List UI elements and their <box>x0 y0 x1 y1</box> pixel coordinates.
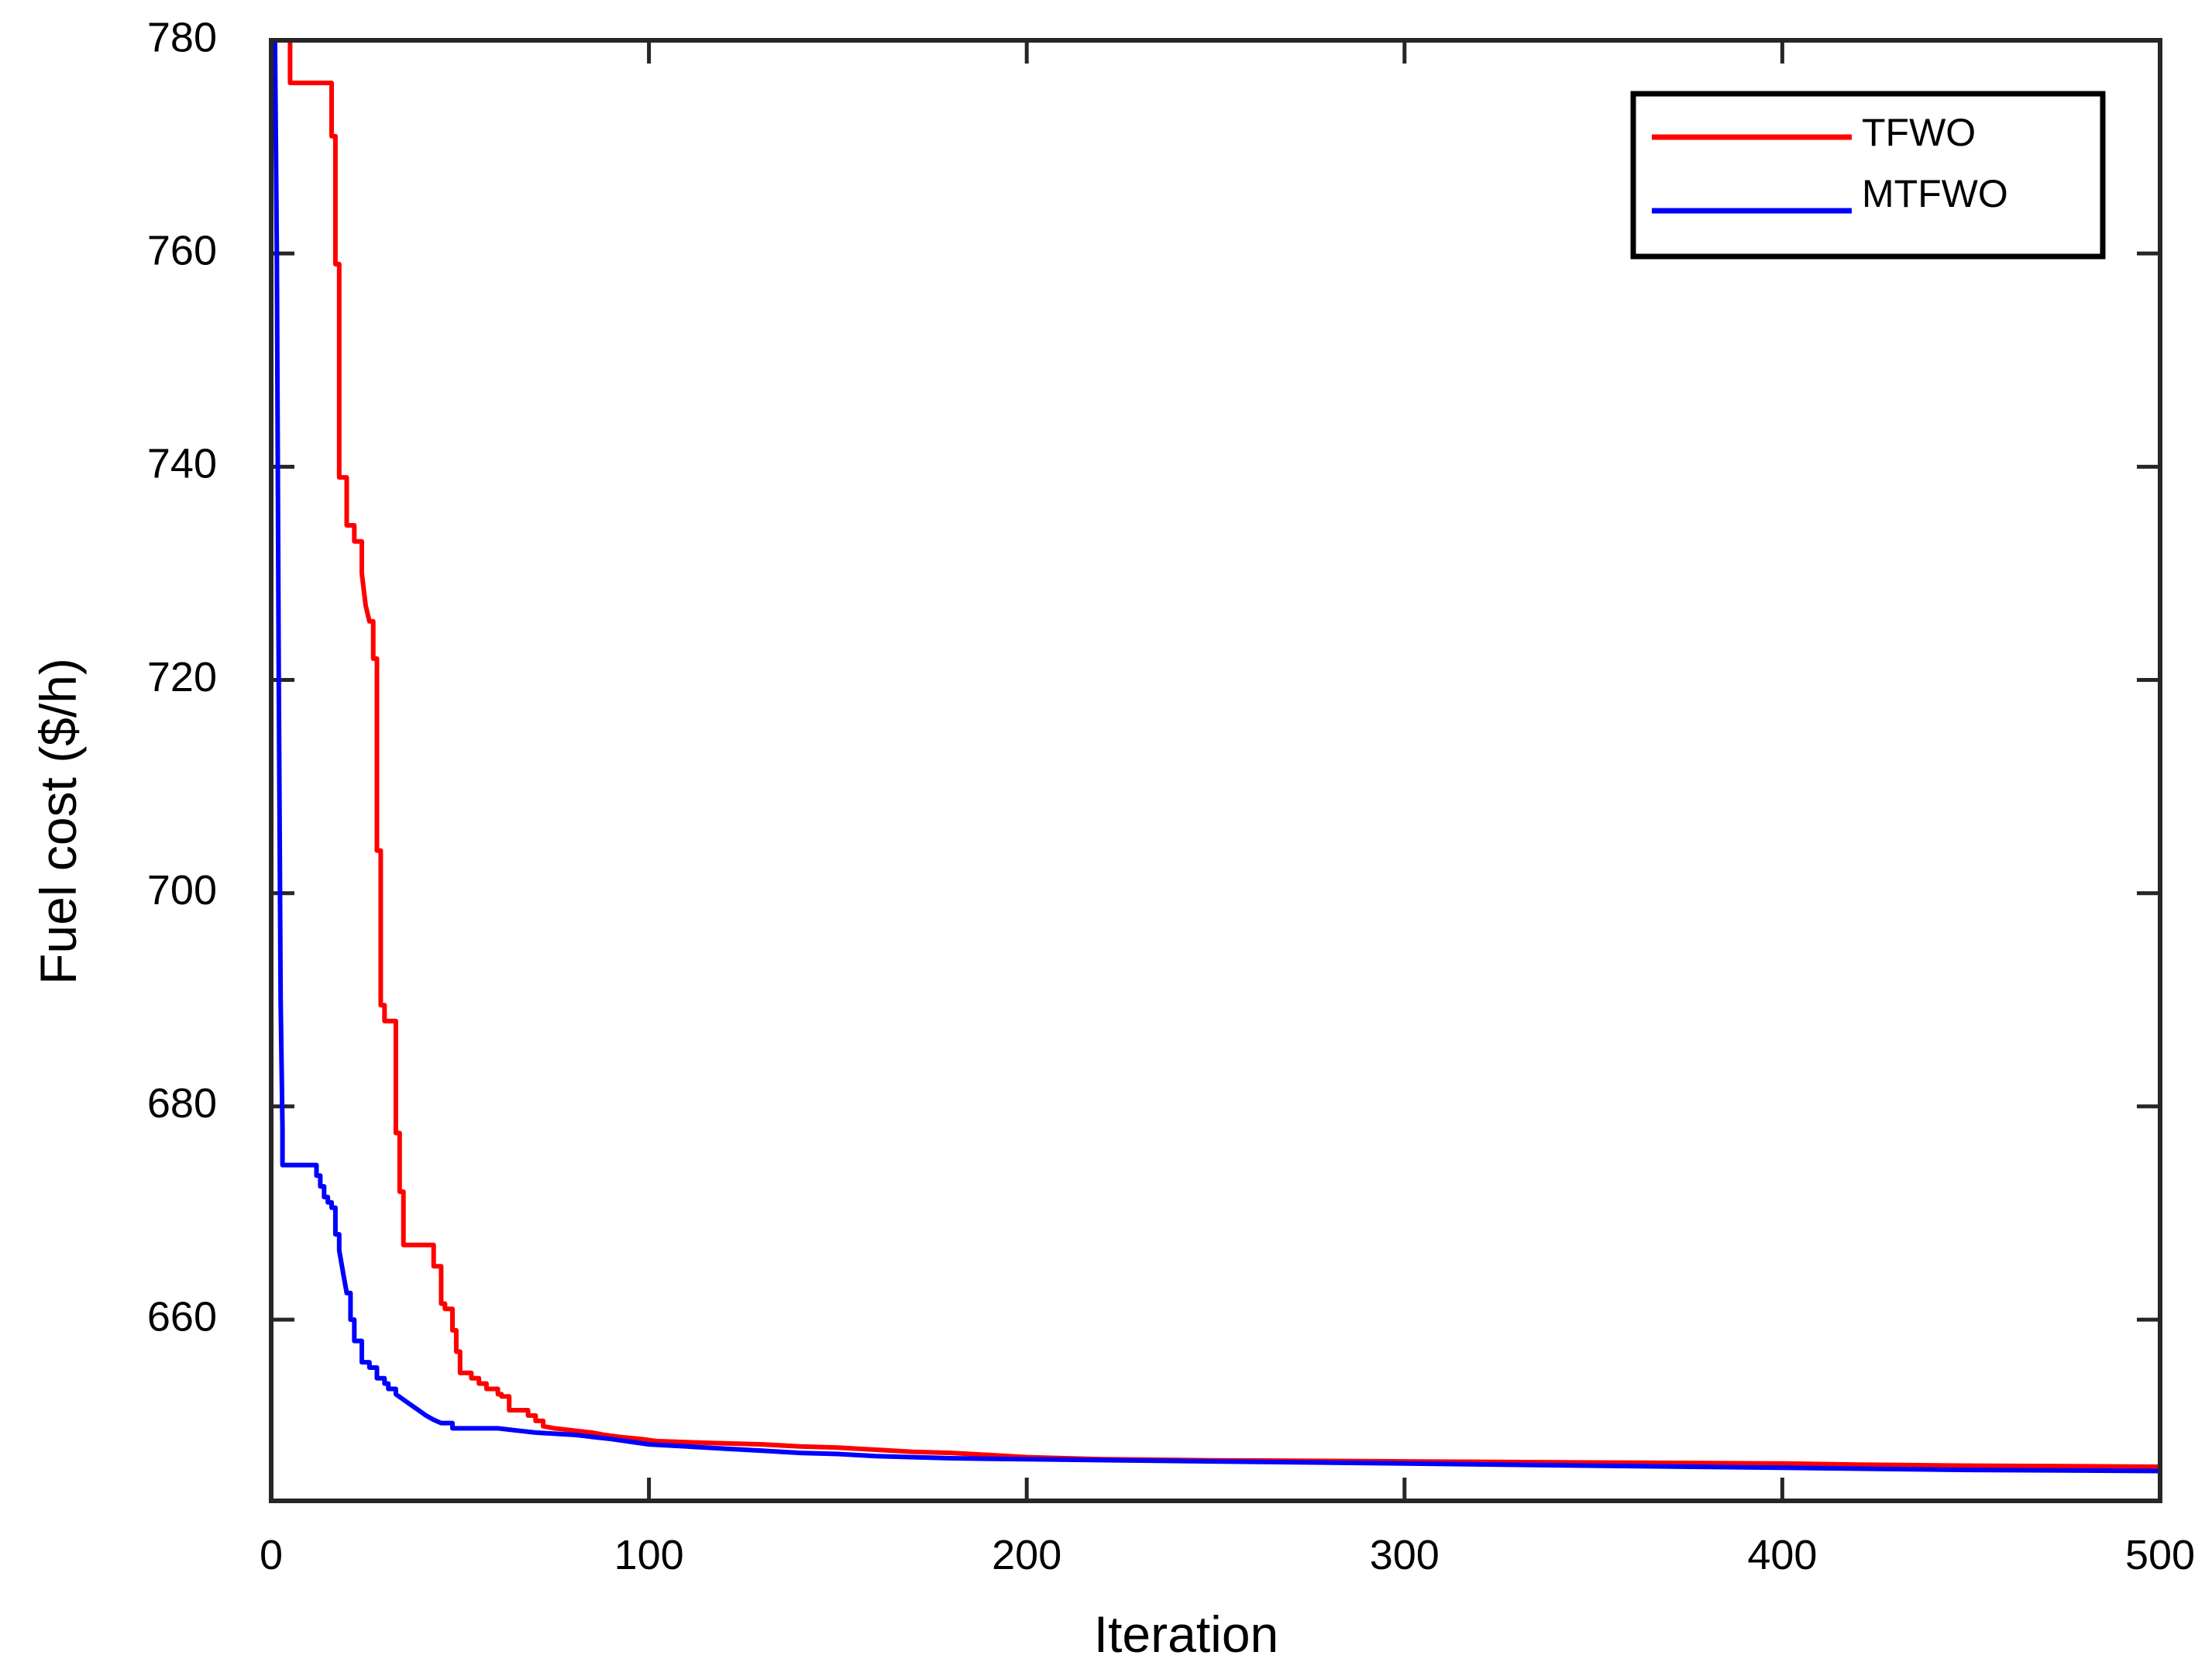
y-tick-label-1: 680 <box>147 1080 217 1127</box>
plot-frame <box>269 38 2162 1503</box>
legend-label-mtfwo: MTFWO <box>1862 172 2008 215</box>
x-tick-label-5: 500 <box>2125 1532 2195 1578</box>
y-tick-label-4: 740 <box>147 441 217 487</box>
y-tick-label-6: 780 <box>147 14 217 60</box>
y-tick-label-3: 720 <box>147 654 217 700</box>
y-axis-label: Fuel cost ($/h) <box>29 658 87 985</box>
legend-label-tfwo: TFWO <box>1862 111 1976 154</box>
y-tick-label-0: 660 <box>147 1293 217 1340</box>
plot-background <box>271 40 2160 1501</box>
x-tick-label-4: 400 <box>1747 1532 1817 1578</box>
series-line-tfwo <box>284 40 2160 1469</box>
x-tick-label-0: 0 <box>260 1532 283 1578</box>
legend-box <box>1630 91 2106 260</box>
series-line-mtfwo <box>272 40 2160 1474</box>
x-tick-label-1: 100 <box>614 1532 684 1578</box>
x-axis-label: Iteration <box>1094 1605 1278 1663</box>
x-tick-label-2: 200 <box>992 1532 1061 1578</box>
x-tick-label-3: 300 <box>1370 1532 1440 1578</box>
y-tick-label-2: 700 <box>147 867 217 914</box>
tick-labels: 0 100 200 300 400 500 660 680 700 720 740 760 780 <box>147 14 2195 1578</box>
legend: TFWO MTFWO <box>1630 91 2106 260</box>
y-tick-label-5: 760 <box>147 227 217 274</box>
series-layer <box>272 40 2160 1474</box>
